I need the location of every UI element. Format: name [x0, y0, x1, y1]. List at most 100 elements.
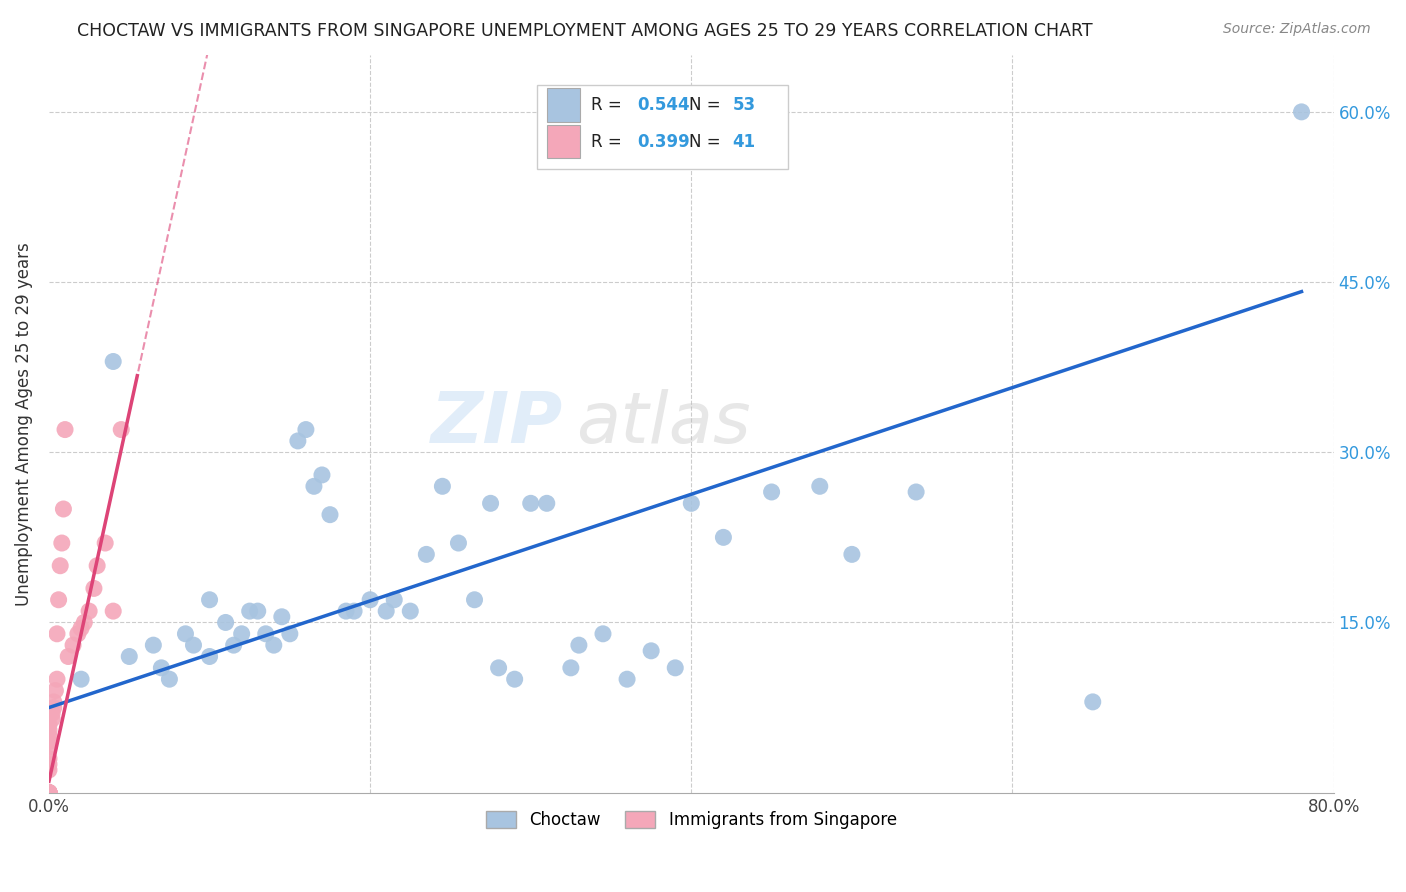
Point: [246, 604, 269, 618]
Point: [270, 609, 292, 624]
Point: [41, 706, 63, 721]
Point: [42, 700, 65, 714]
Point: [295, 423, 318, 437]
Point: [479, 496, 502, 510]
Point: [150, 661, 173, 675]
Point: [38, 786, 60, 800]
Point: [38, 751, 60, 765]
Point: [70, 621, 93, 635]
Text: R =: R =: [591, 133, 627, 151]
FancyBboxPatch shape: [547, 125, 579, 159]
Text: 0.544: 0.544: [637, 96, 690, 114]
Point: [38, 717, 60, 731]
Point: [103, 604, 125, 618]
Point: [157, 672, 180, 686]
Point: [359, 592, 381, 607]
FancyBboxPatch shape: [547, 88, 579, 121]
Point: [38, 786, 60, 800]
Point: [53, 423, 76, 437]
Point: [254, 627, 277, 641]
Point: [38, 786, 60, 800]
Point: [70, 672, 93, 686]
Point: [382, 592, 405, 607]
Text: CHOCTAW VS IMMIGRANTS FROM SINGAPORE UNEMPLOYMENT AMONG AGES 25 TO 29 YEARS CORR: CHOCTAW VS IMMIGRANTS FROM SINGAPORE UNE…: [77, 22, 1092, 40]
Y-axis label: Unemployment Among Ages 25 to 29 years: Unemployment Among Ages 25 to 29 years: [15, 242, 32, 606]
FancyBboxPatch shape: [537, 85, 787, 169]
Point: [905, 485, 928, 500]
Text: R =: R =: [591, 96, 627, 114]
Point: [38, 757, 60, 772]
Point: [38, 786, 60, 800]
Point: [48, 592, 70, 607]
Point: [66, 627, 89, 641]
Point: [375, 604, 398, 618]
Point: [44, 683, 66, 698]
Point: [83, 582, 105, 596]
Text: Source: ZipAtlas.com: Source: ZipAtlas.com: [1223, 22, 1371, 37]
Point: [38, 786, 60, 800]
Point: [808, 479, 831, 493]
Text: atlas: atlas: [575, 390, 751, 458]
Point: [103, 354, 125, 368]
Point: [519, 496, 541, 510]
Point: [41, 712, 63, 726]
Point: [287, 434, 309, 448]
Point: [142, 638, 165, 652]
Point: [51, 536, 73, 550]
Text: 53: 53: [733, 96, 755, 114]
Legend: Choctaw, Immigrants from Singapore: Choctaw, Immigrants from Singapore: [479, 805, 904, 836]
Point: [640, 644, 662, 658]
Point: [58, 649, 80, 664]
Point: [664, 661, 686, 675]
Point: [463, 592, 485, 607]
Text: 0.399: 0.399: [637, 133, 690, 151]
Point: [536, 496, 558, 510]
Point: [38, 786, 60, 800]
Point: [46, 672, 69, 686]
Point: [761, 485, 783, 500]
Point: [38, 786, 60, 800]
Point: [503, 672, 526, 686]
Point: [46, 627, 69, 641]
Point: [214, 615, 236, 630]
Point: [239, 604, 262, 618]
Point: [222, 638, 245, 652]
Point: [62, 638, 84, 652]
Text: ZIP: ZIP: [430, 390, 562, 458]
Point: [841, 548, 863, 562]
Text: 41: 41: [733, 133, 755, 151]
Point: [681, 496, 703, 510]
Point: [38, 729, 60, 743]
Point: [38, 740, 60, 755]
Point: [231, 627, 253, 641]
Point: [263, 638, 285, 652]
Point: [183, 638, 205, 652]
Point: [302, 479, 325, 493]
Point: [77, 604, 100, 618]
Point: [38, 786, 60, 800]
Point: [1081, 695, 1104, 709]
Point: [42, 695, 65, 709]
Point: [38, 786, 60, 800]
Point: [94, 536, 117, 550]
Point: [73, 615, 96, 630]
Point: [399, 604, 422, 618]
Point: [311, 467, 333, 482]
Point: [86, 558, 108, 573]
Point: [568, 638, 591, 652]
Point: [118, 649, 141, 664]
Point: [616, 672, 638, 686]
Point: [592, 627, 614, 641]
Point: [38, 723, 60, 738]
Point: [335, 604, 357, 618]
Point: [415, 548, 437, 562]
Point: [38, 734, 60, 748]
Point: [343, 604, 366, 618]
Point: [174, 627, 197, 641]
Text: N =: N =: [689, 133, 725, 151]
Point: [432, 479, 454, 493]
Point: [1291, 104, 1313, 119]
Point: [198, 649, 221, 664]
Point: [49, 558, 72, 573]
Point: [488, 661, 510, 675]
